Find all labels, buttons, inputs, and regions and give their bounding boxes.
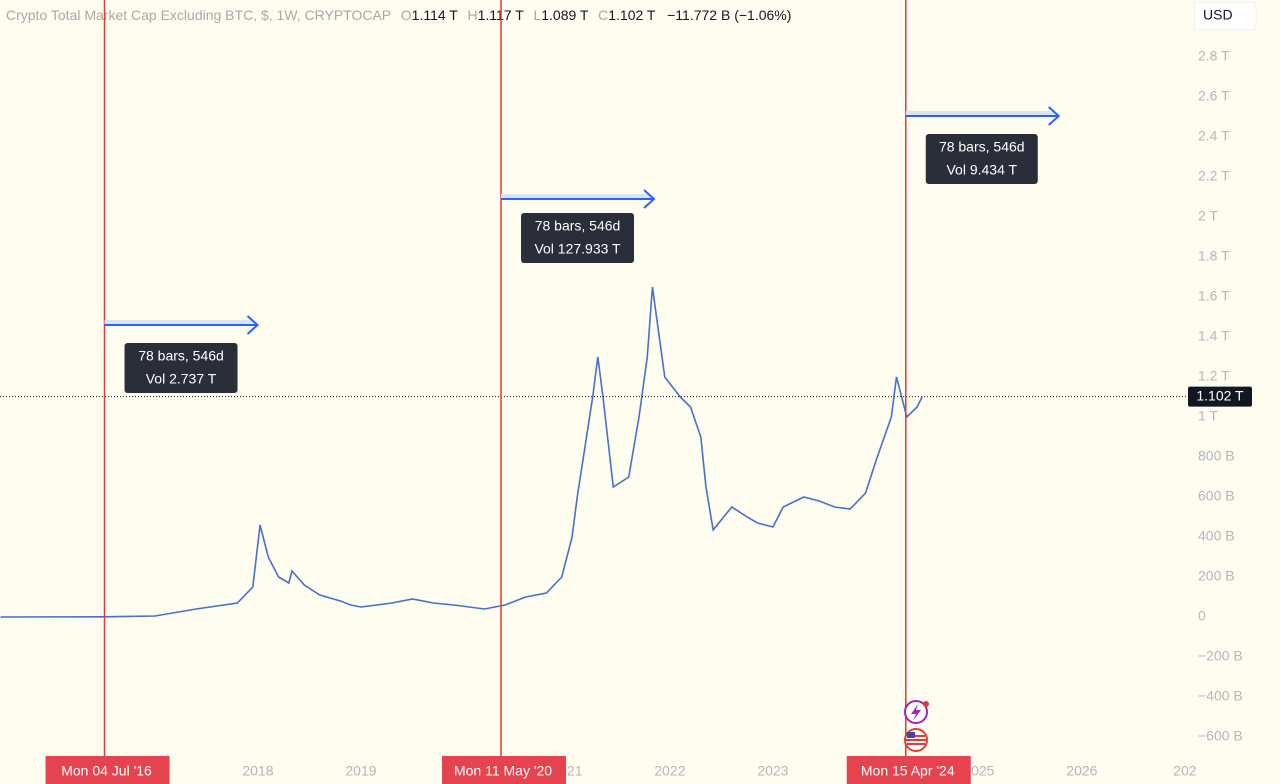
l-label: L bbox=[533, 7, 541, 23]
y-tick-label: 800 B bbox=[1198, 448, 1235, 464]
measure-band bbox=[501, 194, 652, 200]
date-label: Mon 04 Jul '16 bbox=[61, 763, 152, 779]
badge bbox=[923, 701, 929, 707]
legend-header: Crypto Total Market Cap Excluding BTC, $… bbox=[6, 7, 791, 23]
last-price-label: 1.102 T bbox=[1196, 387, 1244, 403]
measure-arrow bbox=[104, 315, 260, 335]
title: Crypto Total Market Cap Excluding BTC, $… bbox=[6, 7, 391, 23]
y-tick-label: 1 T bbox=[1198, 408, 1218, 424]
x-tick-label: 2022 bbox=[654, 763, 685, 779]
measure-bars: 78 bars, 546d bbox=[939, 139, 1025, 155]
date-label: Mon 15 Apr '24 bbox=[861, 763, 955, 779]
change: −11.772 B (−1.06%) bbox=[667, 7, 791, 23]
measure-vol: Vol 9.434 T bbox=[946, 162, 1017, 178]
currency-button[interactable] bbox=[1193, 1, 1257, 31]
measure-arrow bbox=[905, 106, 1061, 126]
flag-canton bbox=[907, 732, 915, 738]
measure-bars: 78 bars, 546d bbox=[535, 218, 621, 234]
o-value: 1.114 T bbox=[412, 7, 459, 23]
measure-arrow bbox=[501, 189, 656, 209]
measure-vol: Vol 2.737 T bbox=[146, 371, 217, 387]
date-label-box bbox=[45, 756, 170, 784]
date-label-box bbox=[846, 756, 971, 784]
lightning-glyph bbox=[911, 704, 921, 721]
last-price-box bbox=[1188, 386, 1252, 407]
y-tick-label: 200 B bbox=[1198, 568, 1235, 584]
measure-bars: 78 bars, 546d bbox=[138, 348, 224, 364]
o-label: O bbox=[401, 7, 412, 23]
y-tick-label: 1.2 T bbox=[1198, 368, 1230, 384]
y-tick-label: 1.4 T bbox=[1198, 328, 1230, 344]
h-label: H bbox=[468, 7, 478, 23]
price-line bbox=[0, 286, 923, 618]
measure-box bbox=[124, 343, 238, 393]
date-label: Mon 11 May '20 bbox=[454, 763, 552, 779]
measure-band bbox=[905, 111, 1056, 117]
y-tick-label: 1.8 T bbox=[1198, 248, 1230, 264]
y-tick-label: −400 B bbox=[1198, 688, 1243, 704]
x-tick-label: 2023 bbox=[757, 763, 788, 779]
currency[interactable]: USD bbox=[1203, 7, 1233, 23]
y-tick-label: 2.2 T bbox=[1198, 168, 1230, 184]
y-tick-label: 600 B bbox=[1198, 488, 1235, 504]
y-tick-label: 2.6 T bbox=[1198, 88, 1230, 104]
y-tick-label: 2 T bbox=[1198, 208, 1218, 224]
measure-band bbox=[104, 320, 255, 326]
l-value: 1.089 T bbox=[541, 7, 589, 23]
y-tick-label: 0 bbox=[1198, 608, 1206, 624]
x-tick-label: 2025 bbox=[963, 763, 994, 779]
x-tick-label: 2018 bbox=[242, 763, 273, 779]
icons bbox=[904, 700, 929, 752]
y-tick-label: 400 B bbox=[1198, 528, 1235, 544]
x-tick-label: 202 bbox=[1173, 763, 1197, 779]
y-tick-label: −600 B bbox=[1198, 728, 1243, 744]
y-tick-label: 2.4 T bbox=[1198, 128, 1230, 144]
c-label: C bbox=[598, 7, 608, 23]
x-tick-label: 2019 bbox=[345, 763, 376, 779]
y-tick-label: 1.6 T bbox=[1198, 288, 1230, 304]
y-tick-label: 2.8 T bbox=[1198, 48, 1230, 64]
x-tick-label: 2026 bbox=[1066, 763, 1097, 779]
date-label-box bbox=[442, 756, 567, 784]
c-value: 1.102 T bbox=[608, 7, 656, 23]
y-tick-label: −200 B bbox=[1198, 648, 1243, 664]
measure-box bbox=[925, 134, 1038, 184]
measure-vol: Vol 127.933 T bbox=[534, 241, 621, 257]
measure-box bbox=[521, 213, 635, 263]
